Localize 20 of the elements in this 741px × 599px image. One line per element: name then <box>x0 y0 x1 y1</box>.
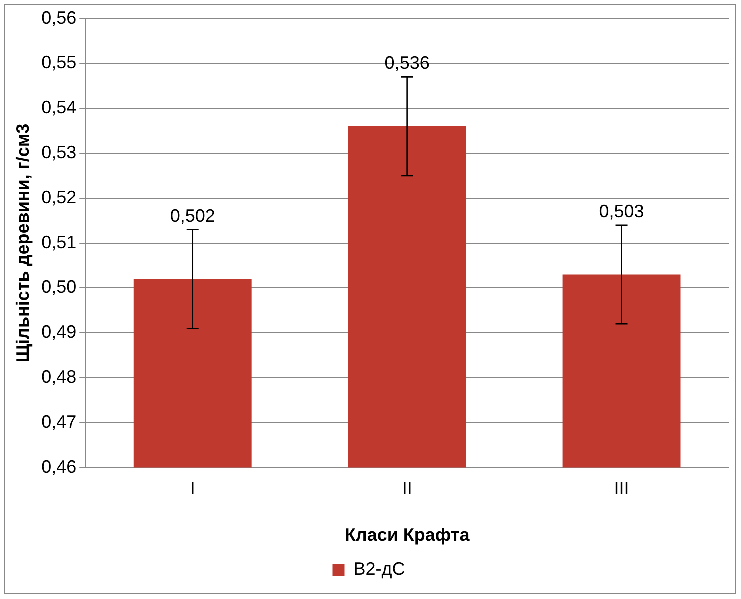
y-tick-label: 0,54 <box>42 98 77 118</box>
x-axis-title: Класи Крафта <box>344 525 471 546</box>
y-tick-label: 0,51 <box>42 232 77 252</box>
data-label: 0,536 <box>384 53 430 74</box>
y-tick-label: 0,53 <box>42 142 77 162</box>
legend-label: В2-дС <box>354 558 406 579</box>
x-tick-label: II <box>402 478 412 499</box>
y-axis-title: Щільність деревини, г/см3 <box>12 124 33 363</box>
x-tick-label: I <box>190 478 196 499</box>
y-tick-label: 0,56 <box>42 8 77 28</box>
y-tick-label: 0,50 <box>42 277 77 298</box>
y-tick-label: 0,52 <box>42 187 77 208</box>
y-tick-label: 0,47 <box>42 412 77 432</box>
y-tick-label: 0,55 <box>42 52 77 73</box>
y-tick-label: 0,46 <box>42 456 77 477</box>
data-label: 0,503 <box>599 201 644 222</box>
data-label: 0,502 <box>170 206 216 226</box>
y-tick-label: 0,49 <box>42 322 77 342</box>
x-tick-label: III <box>614 478 630 499</box>
y-tick-label: 0,48 <box>42 366 77 387</box>
